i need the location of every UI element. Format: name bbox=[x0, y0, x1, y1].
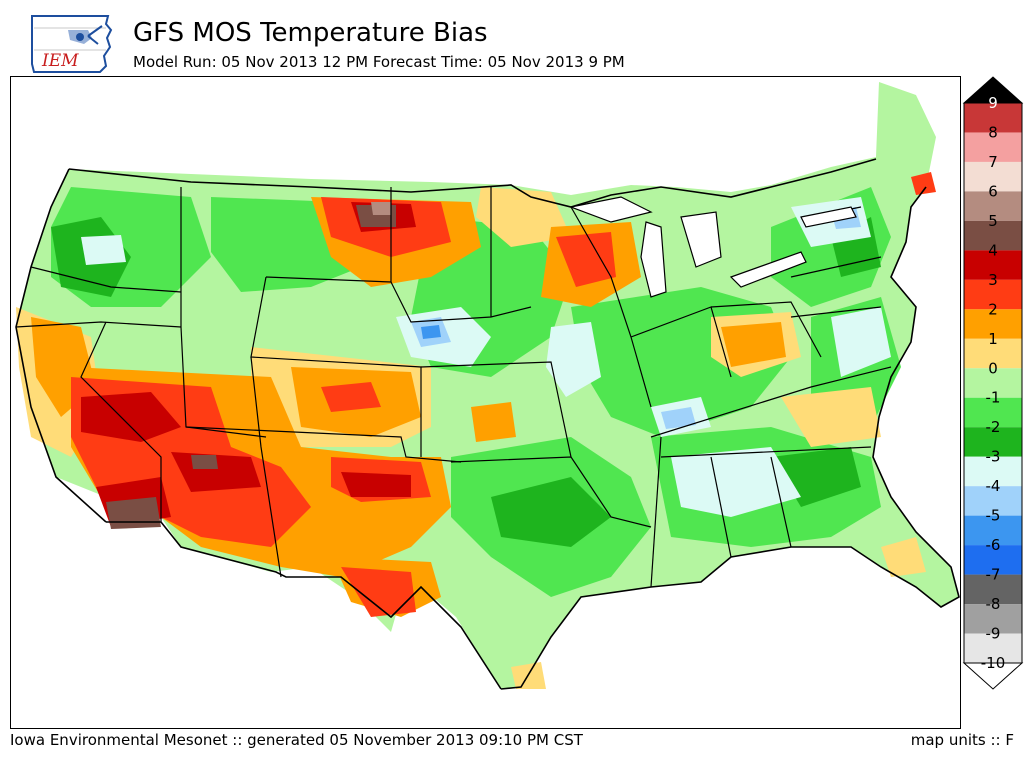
bias-area bbox=[781, 387, 881, 447]
bias-area bbox=[81, 392, 181, 442]
colorbar: 9 8 7 6 5 4 3 2 1 0 -1 -2 -3 -4 -5 -6 -7 -8 -9 -10 bbox=[962, 75, 1024, 693]
colorbar-label: 4 bbox=[988, 241, 998, 259]
bias-area bbox=[546, 322, 601, 397]
bias-area bbox=[371, 202, 391, 215]
bias-area bbox=[721, 322, 786, 367]
colorbar-swatch bbox=[964, 545, 1022, 575]
logo-text: IEM bbox=[41, 51, 79, 71]
colorbar-label: -2 bbox=[986, 418, 1001, 436]
colorbar-label: 0 bbox=[988, 359, 998, 377]
colorbar-swatch bbox=[964, 633, 1022, 663]
colorbar-label: -6 bbox=[986, 536, 1001, 554]
colorbar-label: 6 bbox=[988, 182, 998, 200]
colorbar-swatch bbox=[964, 397, 1022, 428]
colorbar-label: 1 bbox=[988, 330, 998, 348]
colorbar-label: -4 bbox=[986, 477, 1001, 495]
colorbar-swatch bbox=[964, 338, 1022, 369]
bias-area bbox=[471, 402, 516, 442]
colorbar-label: -8 bbox=[986, 595, 1001, 613]
colorbar-label: -7 bbox=[986, 566, 1001, 584]
bias-area bbox=[421, 325, 441, 339]
colorbar-swatch bbox=[964, 515, 1022, 546]
colorbar-label: -3 bbox=[986, 448, 1001, 466]
colorbar-swatch bbox=[964, 456, 1022, 487]
footer-units: map units :: F bbox=[910, 731, 1014, 749]
bias-area bbox=[911, 172, 936, 195]
colorbar-label: -10 bbox=[981, 654, 1006, 672]
colorbar-swatch bbox=[964, 368, 1022, 398]
colorbar-swatch bbox=[964, 132, 1022, 162]
colorbar-swatch bbox=[964, 279, 1022, 310]
map-title: GFS MOS Temperature Bias bbox=[133, 18, 488, 48]
colorbar-swatch bbox=[964, 604, 1022, 634]
map-subtitle: Model Run: 05 Nov 2013 12 PM Forecast Ti… bbox=[133, 53, 625, 71]
bias-area bbox=[671, 447, 801, 517]
bias-area bbox=[476, 187, 571, 247]
colorbar-label: -5 bbox=[986, 507, 1001, 525]
colorbar-swatch bbox=[964, 220, 1022, 251]
colorbar-label: -1 bbox=[986, 389, 1001, 407]
bias-area bbox=[881, 537, 926, 577]
bias-area bbox=[556, 232, 616, 287]
bias-area bbox=[106, 497, 161, 529]
colorbar-swatch bbox=[964, 309, 1022, 339]
colorbar-swatch bbox=[964, 427, 1022, 457]
colorbar-swatch bbox=[964, 191, 1022, 221]
colorbar-label: -9 bbox=[986, 625, 1001, 643]
colorbar-swatch bbox=[964, 250, 1022, 280]
colorbar-label: 8 bbox=[988, 123, 998, 141]
temperature-bias-map bbox=[10, 76, 961, 729]
bias-area bbox=[81, 235, 126, 265]
colorbar-swatch bbox=[964, 486, 1022, 516]
colorbar-swatch bbox=[964, 161, 1022, 192]
bias-area bbox=[341, 472, 411, 497]
bias-area bbox=[341, 567, 416, 617]
colorbar-label: 3 bbox=[988, 271, 998, 289]
bias-area bbox=[491, 477, 611, 547]
bias-area bbox=[661, 407, 696, 429]
colorbar-swatch bbox=[964, 574, 1022, 605]
iem-logo: IEM bbox=[28, 14, 114, 74]
bias-area bbox=[191, 455, 218, 469]
colorbar-label: 2 bbox=[988, 300, 998, 318]
colorbar-label: 7 bbox=[988, 153, 998, 171]
colorbar-label: 5 bbox=[988, 212, 998, 230]
footer-credit: Iowa Environmental Mesonet :: generated … bbox=[10, 731, 583, 749]
colorbar-swatch bbox=[964, 103, 1022, 133]
bias-area bbox=[831, 307, 891, 377]
bias-area bbox=[321, 382, 381, 412]
colorbar-label: 9 bbox=[988, 94, 998, 112]
